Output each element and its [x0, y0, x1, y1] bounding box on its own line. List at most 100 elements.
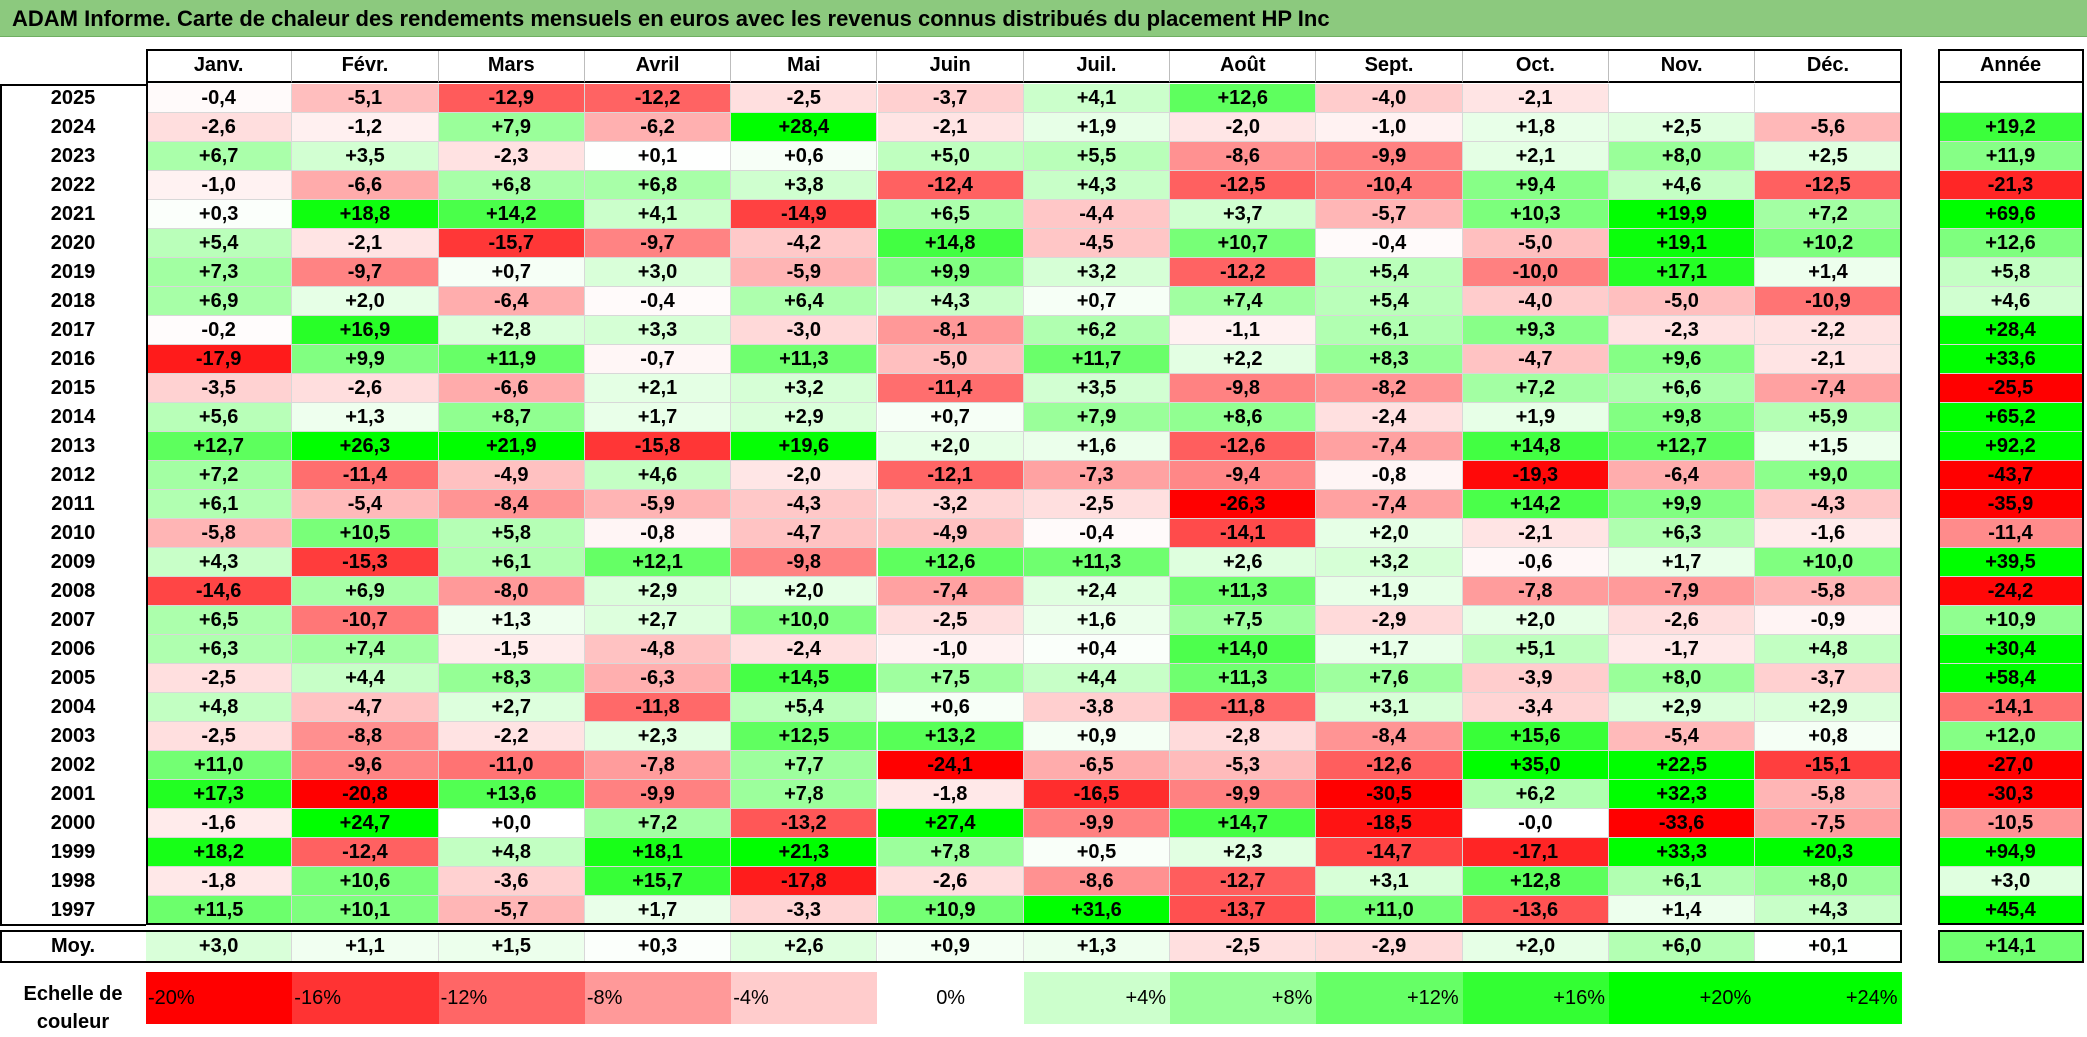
- heatmap-cell: +33,3: [1609, 838, 1756, 867]
- heatmap-cell: +17,3: [146, 780, 293, 809]
- heatmap-cell: +18,8: [292, 200, 439, 229]
- heatmap-cell: -12,4: [877, 171, 1024, 200]
- heatmap-cell: +2,9: [1609, 693, 1756, 722]
- heatmap-cell: -12,6: [1316, 751, 1463, 780]
- heatmap-cell: +1,9: [1316, 577, 1463, 606]
- color-scale-step: +8%: [1170, 972, 1317, 1024]
- heatmap-cell: +22,5: [1609, 751, 1756, 780]
- heatmap-cell: -0,4: [1023, 519, 1171, 548]
- heatmap-cell: -3,8: [1023, 693, 1171, 722]
- year-label: 2008: [50, 580, 96, 602]
- heatmap-cell: -3,7: [877, 84, 1024, 113]
- heatmap-cell: -6,5: [1023, 751, 1171, 780]
- heatmap-cell: +2,3: [584, 722, 732, 751]
- heatmap-cell: +5,4: [146, 229, 293, 258]
- heatmap-cell: +3,8: [731, 171, 878, 200]
- heatmap-cell: +8,3: [1316, 345, 1463, 374]
- annual-cell: +33,6: [1938, 345, 2084, 374]
- heatmap-cell: +3,3: [584, 316, 732, 345]
- heatmap-cell: +7,5: [877, 664, 1024, 693]
- heatmap-cell: -5,0: [1462, 229, 1609, 258]
- heatmap-cell: +4,3: [1023, 171, 1171, 200]
- annual-cell: +5,8: [1938, 258, 2084, 287]
- year-label: 2003: [50, 725, 96, 747]
- year-label: 2002: [50, 754, 96, 776]
- heatmap-cell: +4,3: [1755, 896, 1902, 925]
- heatmap-cell: +3,1: [1316, 867, 1463, 896]
- heatmap-cell: -12,5: [1755, 171, 1902, 200]
- heatmap-cell: -17,9: [146, 345, 293, 374]
- heatmap-cell: -1,0: [1316, 113, 1463, 142]
- heatmap-cell: +12,5: [731, 722, 878, 751]
- year-label: 2022: [50, 174, 96, 196]
- heatmap-cell: +7,8: [731, 780, 878, 809]
- heatmap-cell: -4,0: [1316, 84, 1463, 113]
- heatmap-cell: +4,8: [146, 693, 293, 722]
- heatmap-cell: +1,6: [1023, 606, 1171, 635]
- heatmap-cell: -8,4: [1316, 722, 1463, 751]
- heatmap-cell: +6,9: [146, 287, 293, 316]
- color-scale-step: +20%: [1609, 972, 1756, 1024]
- color-scale-step: +16%: [1462, 972, 1609, 1024]
- annual-cell: -27,0: [1938, 751, 2084, 780]
- heatmap-cell: +2,1: [584, 374, 732, 403]
- heatmap-cell: -4,8: [584, 635, 732, 664]
- heatmap-cell: +6,2: [1462, 780, 1609, 809]
- heatmap-cell: +6,8: [584, 171, 732, 200]
- year-label: 2007: [50, 609, 96, 631]
- heatmap-cell: -7,3: [1023, 461, 1171, 490]
- heatmap-cell: +18,1: [584, 838, 732, 867]
- heatmap-cell: +7,8: [877, 838, 1024, 867]
- heatmap-cell: +2,5: [1609, 113, 1756, 142]
- heatmap-cell: -4,3: [731, 490, 878, 519]
- year-label: 2013: [50, 435, 96, 457]
- heatmap-cell: -9,6: [292, 751, 439, 780]
- heatmap-cell: -0,8: [584, 519, 732, 548]
- heatmap-cell: -5,8: [146, 519, 293, 548]
- heatmap-cell: -4,7: [292, 693, 439, 722]
- annual-cell: +12,6: [1938, 229, 2084, 258]
- heatmap-cell: -17,1: [1462, 838, 1609, 867]
- average-cell: +2,0: [1462, 930, 1609, 963]
- heatmap-cell: -3,6: [438, 867, 585, 896]
- heatmap-cell: -7,8: [584, 751, 732, 780]
- heatmap-cell: -15,8: [584, 432, 732, 461]
- heatmap-cell: +5,8: [438, 519, 585, 548]
- heatmap-cell: -6,2: [584, 113, 732, 142]
- heatmap-cell: -11,8: [1170, 693, 1317, 722]
- heatmap-cell: +6,1: [1316, 316, 1463, 345]
- heatmap-cell: +0,7: [877, 403, 1024, 432]
- heatmap-cell: +6,1: [146, 490, 293, 519]
- heatmap-cell: +11,3: [1170, 664, 1317, 693]
- heatmap-cell: +2,0: [292, 287, 439, 316]
- heatmap-cell: -12,2: [1170, 258, 1317, 287]
- heatmap-cell: +5,9: [1755, 403, 1902, 432]
- heatmap-cell: +2,9: [584, 577, 732, 606]
- annual-cell: +12,0: [1938, 722, 2084, 751]
- column-header: Oct.: [1462, 49, 1609, 83]
- heatmap-cell: +11,0: [1316, 896, 1463, 925]
- heatmap-cell: +1,6: [1023, 432, 1171, 461]
- heatmap-cell: +10,5: [292, 519, 439, 548]
- heatmap-cell: +3,7: [1170, 200, 1317, 229]
- heatmap-cell: -0,6: [1462, 548, 1609, 577]
- heatmap-cell: -30,5: [1316, 780, 1463, 809]
- heatmap-cell: +9,8: [1609, 403, 1756, 432]
- heatmap-cell: +7,9: [1023, 403, 1171, 432]
- heatmap-cell: +7,4: [292, 635, 439, 664]
- heatmap-cell: +16,9: [292, 316, 439, 345]
- heatmap-cell: +4,8: [1755, 635, 1902, 664]
- heatmap-cell: -2,5: [1023, 490, 1171, 519]
- column-header: Mai: [731, 49, 878, 83]
- chart-title: ADAM Informe. Carte de chaleur des rende…: [12, 6, 1330, 31]
- heatmap-cell: +11,3: [731, 345, 878, 374]
- heatmap-cell: -2,0: [1170, 113, 1317, 142]
- year-label: 2015: [50, 377, 96, 399]
- heatmap-cell: -5,4: [292, 490, 439, 519]
- heatmap-cell: +3,2: [1023, 258, 1171, 287]
- year-label: 2021: [50, 203, 96, 225]
- heatmap-cell: -4,7: [1462, 345, 1609, 374]
- heatmap-cell: [1755, 84, 1902, 113]
- heatmap-cell: +8,7: [438, 403, 585, 432]
- heatmap-cell: +6,4: [731, 287, 878, 316]
